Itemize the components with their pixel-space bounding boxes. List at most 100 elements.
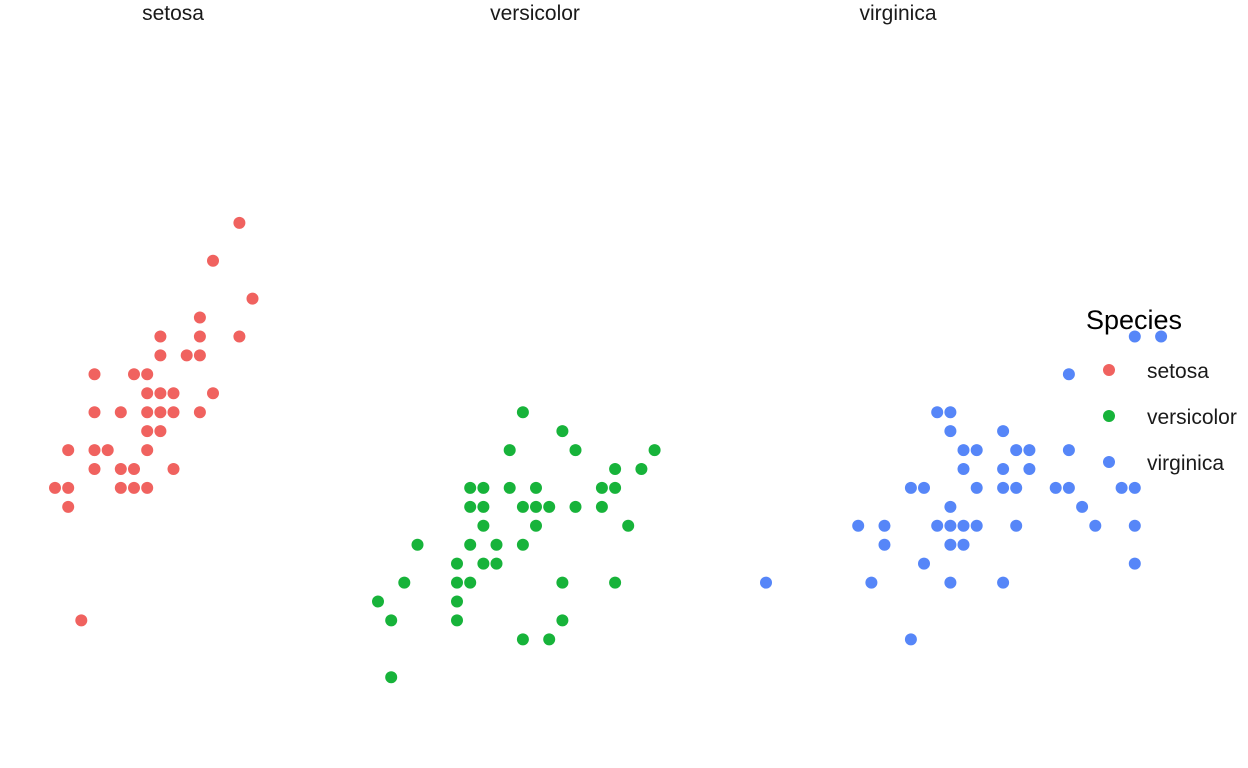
data-point-virginica-19: [957, 463, 970, 475]
data-point-versicolor-36: [595, 481, 608, 494]
data-point-versicolor-40: [622, 519, 635, 532]
data-point-versicolor-31: [556, 576, 569, 589]
data-point-virginica-26: [997, 463, 1010, 475]
data-point-setosa-32: [193, 349, 206, 362]
data-point-setosa-8: [88, 368, 101, 381]
data-point-versicolor-18: [490, 538, 503, 551]
data-point-virginica-42: [1128, 481, 1141, 494]
data-point-setosa-34: [193, 311, 206, 324]
data-point-virginica-7: [918, 557, 930, 570]
facet-title-setosa: setosa: [142, 2, 204, 25]
data-point-setosa-28: [167, 406, 180, 419]
data-point-virginica-32: [1023, 444, 1036, 457]
data-point-setosa-19: [141, 406, 154, 419]
data-point-versicolor-0: [372, 595, 384, 608]
panel-setosa: [49, 216, 259, 627]
data-point-versicolor-1: [385, 671, 398, 684]
data-point-versicolor-13: [477, 557, 490, 570]
data-point-virginica-1: [852, 519, 865, 532]
legend-key-setosa: [1103, 364, 1115, 376]
data-point-virginica-2: [865, 576, 878, 589]
data-point-virginica-29: [1010, 481, 1023, 494]
data-point-versicolor-12: [464, 481, 477, 494]
data-point-versicolor-27: [530, 481, 542, 494]
data-point-virginica-10: [931, 406, 944, 419]
data-point-versicolor-10: [464, 538, 477, 551]
data-point-virginica-4: [878, 519, 891, 532]
data-point-virginica-22: [970, 481, 983, 494]
data-point-setosa-5: [88, 463, 101, 475]
data-point-virginica-17: [957, 538, 970, 551]
data-point-virginica-12: [944, 538, 957, 551]
data-point-versicolor-33: [569, 500, 582, 513]
data-point-versicolor-37: [609, 576, 622, 589]
data-point-setosa-29: [167, 387, 180, 400]
data-point-virginica-40: [1128, 557, 1141, 570]
data-point-virginica-13: [944, 519, 957, 532]
data-point-versicolor-25: [530, 519, 542, 532]
data-point-versicolor-15: [477, 500, 490, 513]
data-point-versicolor-20: [503, 444, 516, 457]
facet-title-virginica: virginica: [859, 2, 936, 25]
data-point-versicolor-41: [635, 463, 648, 475]
data-point-virginica-3: [878, 538, 891, 551]
data-point-virginica-25: [997, 481, 1010, 494]
data-point-setosa-2: [62, 481, 75, 494]
data-point-versicolor-21: [516, 633, 529, 646]
data-point-setosa-9: [101, 444, 114, 457]
data-point-virginica-5: [904, 633, 917, 646]
data-point-setosa-11: [114, 463, 127, 475]
facet-title-versicolor: versicolor: [490, 2, 580, 25]
data-point-virginica-30: [1010, 444, 1023, 457]
data-point-setosa-31: [193, 406, 206, 419]
data-point-versicolor-39: [609, 463, 622, 475]
panel-versicolor: [372, 406, 661, 684]
data-point-virginica-9: [931, 519, 944, 532]
data-point-virginica-27: [997, 425, 1010, 438]
data-point-versicolor-7: [451, 576, 463, 589]
legend-key-versicolor: [1103, 410, 1115, 422]
data-point-setosa-7: [88, 406, 101, 419]
data-point-versicolor-19: [503, 481, 516, 494]
data-point-setosa-6: [88, 444, 101, 457]
data-point-versicolor-23: [516, 500, 529, 513]
legend-label-virginica: virginica: [1147, 452, 1224, 475]
data-point-versicolor-5: [451, 614, 463, 627]
data-point-virginica-16: [944, 406, 957, 419]
data-point-virginica-37: [1076, 500, 1089, 513]
legend-label-setosa: setosa: [1147, 360, 1209, 383]
data-point-setosa-27: [167, 463, 180, 475]
data-point-virginica-11: [944, 576, 957, 589]
data-point-virginica-28: [1010, 519, 1023, 532]
data-point-virginica-20: [957, 444, 970, 457]
legend-title: Species: [1086, 305, 1182, 335]
data-point-setosa-21: [141, 368, 154, 381]
data-point-setosa-12: [114, 406, 127, 419]
data-point-setosa-33: [193, 330, 206, 343]
data-point-virginica-36: [1062, 368, 1075, 381]
legend-key-virginica: [1103, 456, 1115, 468]
panel-virginica: [760, 330, 1168, 646]
data-point-setosa-35: [207, 387, 219, 400]
data-point-versicolor-42: [648, 444, 661, 457]
data-point-virginica-43: [1128, 330, 1141, 343]
data-point-versicolor-34: [569, 444, 582, 457]
data-point-setosa-3: [62, 444, 75, 457]
data-point-setosa-17: [141, 444, 154, 457]
data-point-versicolor-3: [398, 576, 411, 589]
data-point-setosa-26: [154, 330, 167, 343]
data-point-setosa-22: [154, 425, 167, 438]
data-point-versicolor-4: [411, 538, 424, 551]
data-point-setosa-16: [141, 481, 154, 494]
data-point-setosa-15: [128, 368, 140, 381]
data-point-setosa-37: [233, 330, 246, 343]
data-point-setosa-38: [233, 216, 246, 229]
data-point-versicolor-29: [543, 500, 556, 513]
data-point-virginica-6: [904, 481, 917, 494]
data-point-versicolor-35: [595, 500, 608, 513]
data-point-virginica-33: [1049, 481, 1062, 494]
data-point-virginica-41: [1128, 519, 1141, 532]
data-point-virginica-34: [1062, 481, 1075, 494]
data-point-versicolor-22: [516, 538, 529, 551]
data-point-setosa-1: [62, 500, 75, 513]
